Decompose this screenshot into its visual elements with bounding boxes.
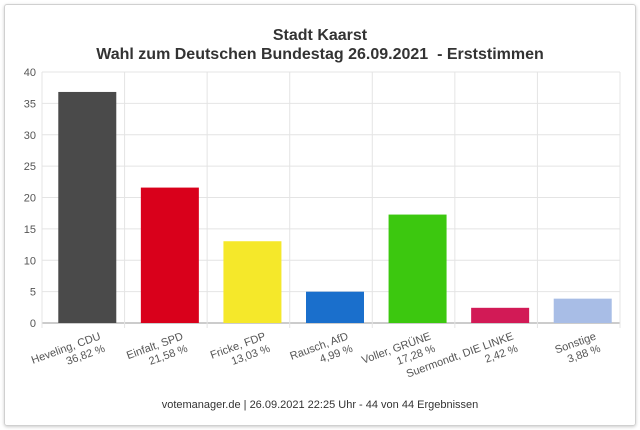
- x-tick-label: Fricke, FDP13,03 %: [209, 330, 272, 373]
- y-tick-label: 0: [30, 318, 36, 330]
- y-tick-label: 20: [24, 193, 36, 205]
- chart-frame: [4, 4, 636, 426]
- x-tick-label: Einfalt, SPD21,58 %: [125, 330, 189, 374]
- x-tick-label: Heveling, CDU36,82 %: [30, 330, 107, 378]
- y-tick-label: 35: [24, 98, 36, 110]
- bar-4: [306, 291, 364, 323]
- x-tick-label: Rausch, AfD4,99 %: [288, 330, 354, 374]
- bar-5: [388, 214, 447, 323]
- bar-6: [471, 307, 530, 323]
- bar-1: [58, 91, 117, 323]
- bar-2: [140, 187, 199, 323]
- y-tick-label: 25: [24, 161, 36, 173]
- y-tick-label: 15: [24, 224, 36, 236]
- chart-subtitle: Wahl zum Deutschen Bundestag 26.09.2021 …: [96, 46, 544, 63]
- y-tick-label: 10: [24, 255, 36, 267]
- y-tick-label: 5: [30, 287, 36, 299]
- y-tick-label: 30: [24, 130, 36, 142]
- y-tick-label: 40: [24, 67, 36, 79]
- chart-title: Stadt Kaarst: [273, 27, 368, 44]
- x-tick-label: Sonstige3,88 %: [553, 330, 602, 368]
- bar-3: [223, 241, 282, 323]
- chart-footer: votemanager.de | 26.09.2021 22:25 Uhr - …: [162, 399, 479, 411]
- bar-7: [553, 298, 612, 323]
